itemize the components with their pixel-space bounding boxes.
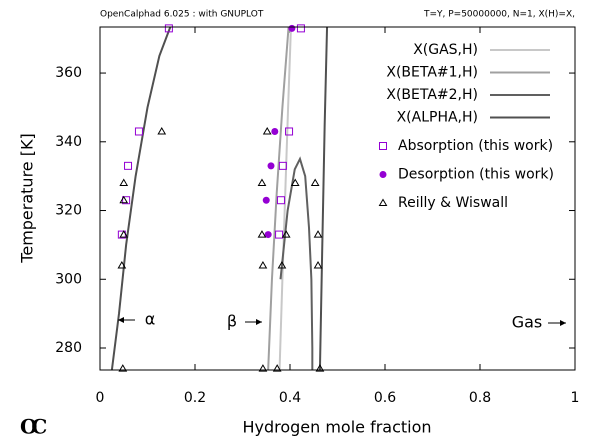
y-axis-label: Temperature [K] [18,133,37,263]
y-tick-label: 320 [55,203,82,219]
arrow-head [256,319,262,325]
square-marker [379,142,387,150]
triangle-marker [119,230,129,238]
circle-marker [262,196,270,204]
circle-marker [267,162,275,170]
triangle-marker [290,178,300,187]
triangle-marker [315,364,325,372]
triangle-marker [378,198,388,206]
legend-label: Desorption (this work) [398,167,554,183]
triangle-marker [117,261,127,269]
plot-area [110,27,329,370]
circle-marker [288,24,296,32]
x-tick-label: 0.4 [279,390,301,406]
phase-line [279,156,314,370]
y-tick-label: 300 [55,271,82,287]
triangle-marker [313,230,323,238]
square-marker [124,161,133,170]
x-tick-label: 0.2 [184,390,206,406]
triangle-marker [157,126,167,135]
triangle-marker [258,261,268,269]
legend-label: X(BETA#2,H) [386,87,478,103]
y-tick-label: 340 [55,134,82,150]
square-marker [122,196,131,205]
legend-label: X(GAS,H) [413,42,478,58]
annotation: α [145,310,156,329]
phase-line [110,27,329,370]
plot-frame [99,26,576,371]
phase-line [267,27,290,370]
triangle-marker [272,364,282,372]
square-marker [275,230,284,239]
triangle-marker [281,230,291,238]
circle-marker [379,171,387,178]
square-marker [278,161,287,170]
triangle-marker [277,261,287,269]
square-marker [296,24,305,33]
triangle-marker [258,364,268,372]
phase-line [278,27,292,370]
header-left: OpenCalphad 6.025 : with GNUPLOT [100,10,264,20]
triangle-marker [257,230,267,238]
arrow-head [560,320,566,326]
triangle-marker [119,178,129,187]
y-tick-label: 360 [55,65,82,81]
y-tick-label: 280 [55,340,82,356]
triangle-marker [313,261,323,269]
legend-label: Absorption (this work) [398,138,553,154]
header-right: T=Y, P=50000000, N=1, X(H)=X, [423,10,575,20]
x-tick-label: 1 [571,390,580,406]
circle-marker [264,231,272,239]
square-marker [276,196,285,205]
annotation: β [227,312,237,331]
square-marker [164,24,173,33]
x-tick-label: 0.6 [374,390,396,406]
circle-marker [271,127,279,135]
arrow-head [118,317,124,323]
legend-label: Reilly & Wiswall [398,195,508,211]
triangle-marker [119,195,129,204]
annotation: Gas [512,313,543,332]
x-tick-label: 0.8 [469,390,491,406]
square-marker [285,127,294,136]
triangle-marker [310,178,320,187]
triangle-marker [257,178,267,187]
legend-label: X(ALPHA,H) [397,110,478,126]
legend-label: X(BETA#1,H) [386,65,478,81]
logo: OC [20,415,46,439]
triangle-marker [262,126,272,135]
x-tick-label: 0 [96,390,105,406]
x-axis-label: Hydrogen mole fraction [242,418,431,437]
square-marker [134,127,143,136]
triangle-marker [118,364,128,372]
